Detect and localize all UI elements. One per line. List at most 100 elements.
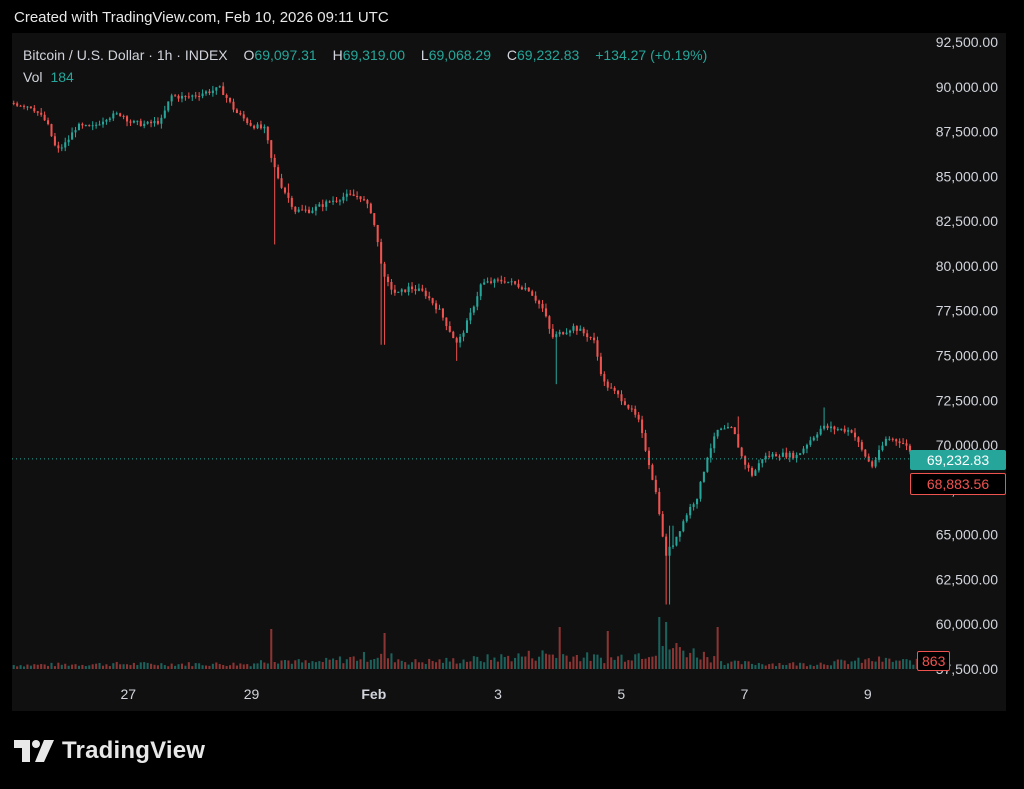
candle-body <box>641 419 644 434</box>
candle-body <box>428 296 431 299</box>
candle-body <box>136 120 139 122</box>
candle-body <box>658 492 661 515</box>
x-tick-label: 5 <box>617 686 625 702</box>
chart-panel[interactable]: 92,500.00 90,000.00 87,500.00 85,000.00 82,5… <box>12 33 1006 711</box>
close-label: C <box>506 47 518 63</box>
candle-body <box>74 130 77 133</box>
volume-bar <box>122 664 125 669</box>
volume-bar <box>215 662 218 669</box>
candle-body <box>270 140 273 158</box>
volume-bar <box>637 653 640 669</box>
volume-bar <box>22 666 26 669</box>
volume-bar <box>792 662 795 669</box>
volume-bar <box>211 663 214 669</box>
candle-body <box>47 120 50 125</box>
candle-body <box>349 193 352 195</box>
y-tick-label: 70,000.00 <box>936 437 998 453</box>
volume-bar <box>112 663 115 669</box>
candle-body <box>469 312 472 321</box>
volume-bar <box>290 663 293 669</box>
volume-bar <box>349 657 352 669</box>
candle-body <box>98 124 101 126</box>
candle-body <box>16 103 19 106</box>
volume-bar <box>682 650 685 669</box>
volume-bar <box>71 664 74 669</box>
volume-bar <box>64 663 67 669</box>
candle-body <box>383 263 386 277</box>
candle-body <box>404 289 407 293</box>
candle-body <box>720 428 723 430</box>
candle-body <box>472 306 475 313</box>
candle-body <box>266 126 269 141</box>
volume-bar <box>428 658 431 669</box>
candle-body <box>795 454 798 459</box>
candle-body <box>507 281 510 283</box>
volume-bar <box>692 648 695 669</box>
volume-bar <box>774 666 778 669</box>
candle-body <box>280 178 283 188</box>
candlestick-chart[interactable]: 92,500.00 90,000.00 87,500.00 85,000.00 82,5… <box>12 33 1006 711</box>
volume-bar <box>809 664 812 669</box>
volume-bar <box>647 657 651 669</box>
volume-bar <box>709 662 712 669</box>
candle-body <box>215 87 218 91</box>
candle-body <box>105 119 108 122</box>
volume-bar <box>802 663 805 669</box>
volume-bar <box>180 663 184 669</box>
volume-bar <box>747 661 750 669</box>
volume-bar <box>469 661 472 669</box>
y-tick-label: 65,000.00 <box>936 527 998 543</box>
volume-bar <box>283 660 287 669</box>
volume-bar <box>898 660 901 669</box>
volume-bar <box>534 660 537 669</box>
candle-body <box>548 316 551 329</box>
volume-bar <box>795 665 798 669</box>
volume-bar <box>229 665 232 669</box>
candle-body <box>496 279 499 281</box>
symbol-label[interactable]: Bitcoin / U.S. Dollar · 1h · INDEX <box>23 47 228 63</box>
volume-bar <box>263 662 266 669</box>
candle-body <box>77 123 80 131</box>
candle-body <box>448 326 451 332</box>
candle-body <box>277 167 280 179</box>
volume-bar <box>414 659 417 669</box>
candle-body <box>805 444 808 449</box>
volume-bar <box>36 664 39 669</box>
volume-bar <box>651 656 654 669</box>
candle-body <box>335 200 338 202</box>
volume-bar <box>184 665 187 669</box>
candle-body <box>60 147 63 149</box>
volume-bar <box>26 664 29 669</box>
candle-body <box>232 101 235 110</box>
volume-bar <box>143 662 146 669</box>
volume-bar <box>788 663 791 669</box>
candle-body <box>510 281 513 283</box>
candle-body <box>239 112 242 115</box>
volume-bar <box>12 665 15 669</box>
volume-bar <box>874 661 877 669</box>
volume-bar <box>74 664 77 669</box>
candle-body <box>476 296 479 307</box>
volume-bar <box>812 665 815 669</box>
volume-bar <box>50 662 53 669</box>
footer-brand[interactable]: TradingView <box>14 737 205 765</box>
candle-body <box>71 132 74 140</box>
candle-body <box>709 448 712 458</box>
candle-body <box>792 452 795 459</box>
candle-body <box>661 514 664 537</box>
volume-bar <box>805 666 808 669</box>
volume-bar <box>878 656 881 669</box>
volume-bar <box>373 659 376 669</box>
candle-body <box>67 139 70 143</box>
volume-bar <box>699 659 702 669</box>
candle-body <box>119 113 122 116</box>
volume-bar <box>235 665 238 669</box>
change-value: +134.27 (+0.19%) <box>595 47 708 63</box>
candle-body <box>843 428 846 432</box>
volume-bar <box>19 665 22 669</box>
volume-bar <box>369 659 372 669</box>
candle-body <box>445 317 448 327</box>
candle-body <box>33 108 36 112</box>
volume-bar <box>524 656 527 669</box>
high-label: H <box>332 47 343 63</box>
